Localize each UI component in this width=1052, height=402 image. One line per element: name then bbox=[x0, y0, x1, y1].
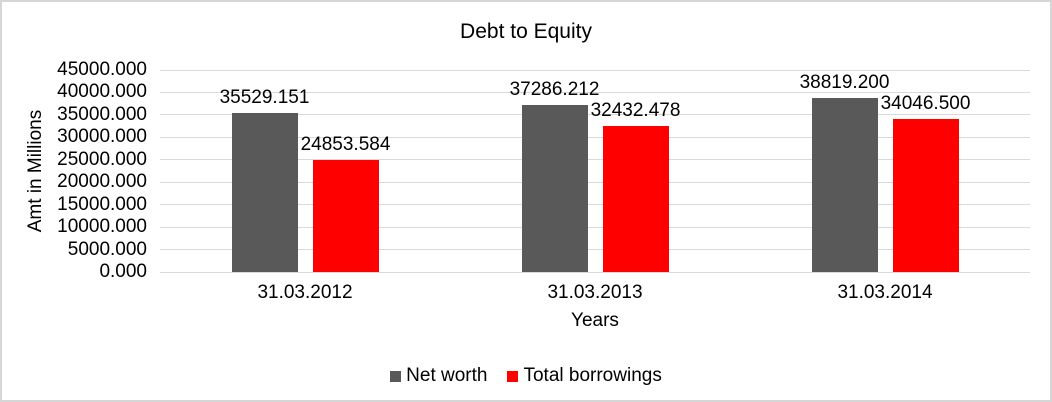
y-axis-tick-label: 35000.000 bbox=[57, 103, 147, 125]
y-axis-tick-label: 0.000 bbox=[99, 261, 147, 282]
x-axis-title: Years bbox=[571, 310, 619, 331]
bar-total-borrowings bbox=[312, 160, 379, 272]
gridline bbox=[160, 159, 1030, 161]
gridline bbox=[160, 226, 1030, 228]
data-label-total-borrowings: 24853.584 bbox=[300, 134, 391, 156]
data-label-net-worth: 35529.151 bbox=[219, 86, 310, 108]
y-axis-tick-label: 30000.000 bbox=[57, 126, 147, 148]
gridline bbox=[160, 91, 1030, 93]
gridline bbox=[160, 136, 1030, 138]
x-category-label: 31.03.2014 bbox=[837, 282, 933, 303]
y-axis-tick-label: 40000.000 bbox=[57, 81, 147, 103]
x-category-label: 31.03.2012 bbox=[257, 282, 353, 303]
y-axis-tick-label: 10000.000 bbox=[57, 216, 147, 238]
y-axis-tick-label: 45000.000 bbox=[57, 59, 147, 80]
gridline bbox=[160, 204, 1030, 206]
data-label-total-borrowings: 34046.500 bbox=[880, 93, 971, 115]
gridline bbox=[160, 249, 1030, 251]
legend-label: Total borrowings bbox=[523, 365, 662, 386]
data-label-net-worth: 38819.200 bbox=[799, 71, 890, 93]
gridline bbox=[160, 181, 1030, 183]
bar-net-worth bbox=[521, 104, 588, 272]
legend-label: Net worth bbox=[406, 365, 488, 386]
legend-item-net-worth: Net worth bbox=[390, 365, 487, 387]
bar-net-worth bbox=[231, 112, 298, 272]
legend-swatch-icon bbox=[390, 370, 402, 382]
chart-title: Debt to Equity bbox=[460, 20, 592, 43]
gridline bbox=[160, 114, 1030, 116]
legend: Net worth Total borrowings bbox=[2, 365, 1050, 387]
legend-item-total-borrowings: Total borrowings bbox=[507, 365, 662, 387]
legend-swatch-icon bbox=[507, 370, 519, 382]
gridline bbox=[160, 69, 1030, 71]
y-axis-tick-label: 5000.000 bbox=[67, 238, 147, 260]
gridline bbox=[160, 271, 1030, 273]
bar-total-borrowings bbox=[892, 119, 959, 272]
x-category-label: 31.03.2013 bbox=[547, 282, 643, 303]
bar-total-borrowings bbox=[602, 126, 669, 272]
y-axis-tick-label: 20000.000 bbox=[57, 171, 147, 193]
bar-net-worth bbox=[811, 97, 878, 272]
data-label-net-worth: 37286.212 bbox=[509, 78, 600, 100]
data-label-total-borrowings: 32432.478 bbox=[590, 100, 681, 122]
y-axis-tick-label: 15000.000 bbox=[57, 193, 147, 215]
y-axis-tick-label: 25000.000 bbox=[57, 148, 147, 170]
